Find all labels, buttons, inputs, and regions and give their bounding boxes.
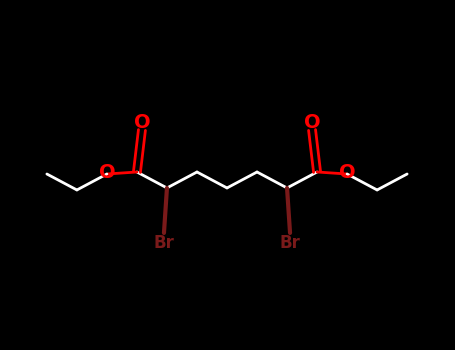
Text: O: O	[134, 112, 150, 132]
Text: Br: Br	[280, 234, 300, 252]
Text: Br: Br	[153, 234, 174, 252]
Text: O: O	[99, 163, 115, 182]
Text: O: O	[304, 112, 320, 132]
Text: O: O	[339, 163, 355, 182]
